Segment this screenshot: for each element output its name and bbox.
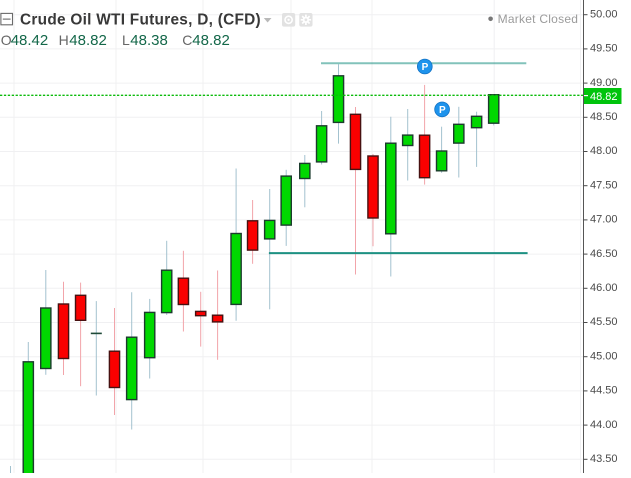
svg-text:48.00: 48.00 <box>590 145 618 157</box>
svg-text:45.00: 45.00 <box>590 350 618 362</box>
svg-text:47.00: 47.00 <box>590 214 618 226</box>
svg-text:P: P <box>439 105 446 116</box>
svg-text:49.50: 49.50 <box>590 43 618 55</box>
svg-text:48.50: 48.50 <box>590 111 618 123</box>
svg-text:46.00: 46.00 <box>590 282 618 294</box>
svg-text:45.50: 45.50 <box>590 316 618 328</box>
svg-text:44.50: 44.50 <box>590 385 618 397</box>
svg-text:44.00: 44.00 <box>590 419 618 431</box>
svg-text:46.50: 46.50 <box>590 248 618 260</box>
svg-text:H48.82: H48.82 <box>59 32 107 49</box>
svg-text:43.50: 43.50 <box>590 453 618 465</box>
svg-text:47.50: 47.50 <box>590 179 618 191</box>
svg-text:O48.42: O48.42 <box>1 32 48 49</box>
svg-text:C48.82: C48.82 <box>182 32 230 49</box>
svg-text:50.00: 50.00 <box>590 8 618 20</box>
svg-text:Crude Oil WTI Futures, D, (CFD: Crude Oil WTI Futures, D, (CFD) <box>20 12 261 29</box>
svg-text:P: P <box>422 62 429 73</box>
svg-text:Market Closed: Market Closed <box>498 12 579 26</box>
svg-text:48.82: 48.82 <box>590 91 618 103</box>
svg-text:L48.38: L48.38 <box>122 32 168 49</box>
svg-text:49.00: 49.00 <box>590 77 618 89</box>
